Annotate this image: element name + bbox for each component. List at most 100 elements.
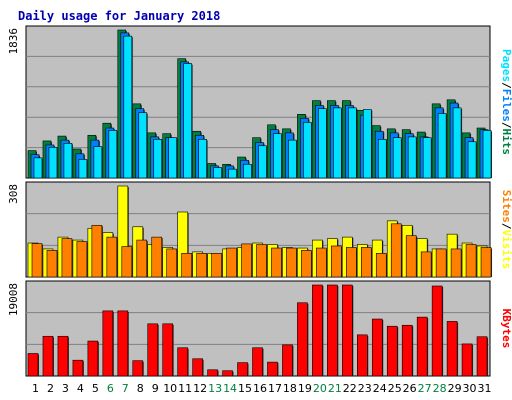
bar-pages-day-23: [362, 109, 372, 179]
day-label-9: 9: [152, 382, 159, 395]
day-label-7: 7: [122, 382, 129, 395]
bar-pages-day-18: [288, 139, 297, 179]
bar-pages-day-17: [273, 133, 282, 179]
bar-kbytes-day-19: [297, 302, 308, 377]
legend-separator: /: [500, 223, 512, 230]
bar-sites-day-30: [465, 244, 477, 278]
bar-kbytes-day-14: [222, 370, 233, 377]
legend-entry-pages: Pages: [500, 49, 512, 82]
bar-sites-day-21: [331, 245, 342, 278]
day-label-8: 8: [137, 382, 144, 395]
bar-sites-day-8: [136, 239, 148, 278]
legend-separator: /: [500, 122, 512, 129]
bar-sites-day-20: [316, 247, 327, 278]
bar-kbytes-day-2: [42, 335, 54, 377]
day-label-17: 17: [268, 382, 282, 395]
day-label-15: 15: [238, 382, 252, 395]
day-label-24: 24: [373, 382, 387, 395]
day-label-23: 23: [358, 382, 372, 395]
day-label-4: 4: [77, 382, 84, 395]
day-label-25: 25: [388, 382, 402, 395]
bar-kbytes-day-26: [401, 324, 413, 377]
bar-sites-day-14: [226, 247, 237, 278]
day-label-31: 31: [478, 382, 492, 395]
bar-pages-day-2: [48, 147, 58, 179]
bar-sites-day-31: [480, 247, 492, 278]
bar-sites-day-16: [256, 244, 267, 278]
bar-sites-day-22: [346, 247, 357, 278]
day-label-26: 26: [403, 382, 417, 395]
bar-pages-day-9: [153, 139, 163, 179]
bar-sites-day-12: [196, 253, 207, 278]
bar-pages-day-19: [303, 122, 312, 179]
bar-kbytes-day-25: [386, 325, 398, 377]
bar-pages-day-16: [258, 145, 267, 179]
bar-pages-day-12: [198, 139, 207, 179]
day-label-29: 29: [448, 382, 462, 395]
day-label-28: 28: [433, 382, 447, 395]
bar-kbytes-day-29: [446, 321, 458, 377]
bar-kbytes-day-21: [327, 284, 338, 377]
y-max-label: 1836: [7, 28, 20, 55]
day-axis: 1 2 3 4 5 6 7 8 9 10 11 12 13 14 15 16 17 18 19 20 21 22 23 24 2…: [32, 382, 492, 395]
bar-pages-day-26: [407, 136, 417, 179]
bar-kbytes-day-28: [431, 285, 443, 377]
bar-sites-day-13: [211, 253, 222, 278]
bar-sites-day-2: [46, 250, 58, 278]
bar-kbytes-day-13: [207, 369, 218, 377]
day-label-6: 6: [107, 382, 114, 395]
bar-sites-day-28: [435, 248, 447, 278]
bar-kbytes-day-6: [102, 310, 114, 377]
day-label-1: 1: [32, 382, 39, 395]
day-label-19: 19: [298, 382, 312, 395]
bar-kbytes-day-5: [87, 340, 99, 377]
bar-sites-day-7: [121, 246, 133, 278]
day-label-20: 20: [313, 382, 327, 395]
day-label-27: 27: [418, 382, 432, 395]
bar-sites-day-9: [151, 236, 163, 278]
bar-sites-day-11: [181, 253, 192, 278]
bar-pages-day-13: [213, 167, 222, 179]
day-label-16: 16: [253, 382, 267, 395]
bar-pages-day-10: [168, 137, 178, 179]
bar-pages-day-14: [228, 168, 237, 179]
bar-pages-day-8: [138, 112, 148, 179]
legend-visits-sites: Sites/Visits: [500, 190, 512, 270]
bar-sites-day-23: [360, 247, 372, 278]
day-label-11: 11: [178, 382, 192, 395]
bar-kbytes-day-24: [371, 318, 383, 377]
bar-sites-day-18: [286, 247, 297, 278]
bar-sites-day-5: [91, 224, 103, 278]
day-label-14: 14: [223, 382, 237, 395]
bar-kbytes-day-23: [356, 334, 368, 377]
day-label-22: 22: [343, 382, 357, 395]
bar-pages-day-25: [392, 137, 402, 179]
legend-entry-visits: Visits: [500, 230, 512, 270]
bar-kbytes-day-3: [57, 335, 69, 377]
bar-kbytes-day-22: [342, 284, 353, 377]
bar-kbytes-day-10: [162, 323, 174, 377]
bar-pages-day-29: [452, 107, 462, 179]
legend-kbytes: KBytes: [500, 309, 512, 349]
day-label-30: 30: [463, 382, 477, 395]
bar-sites-day-17: [271, 247, 282, 278]
day-label-12: 12: [193, 382, 207, 395]
bar-sites-day-26: [405, 235, 417, 278]
bar-sites-day-25: [390, 223, 402, 278]
panel-visits-sites: 308 Sites/Visits: [7, 181, 512, 278]
bar-pages-day-15: [243, 163, 252, 179]
bar-pages-day-31: [482, 130, 492, 179]
bar-kbytes-day-9: [147, 323, 159, 377]
bar-sites-day-15: [241, 243, 252, 278]
bar-sites-day-4: [76, 241, 88, 278]
panel-kbytes: 19008 KBytes: [7, 280, 512, 377]
day-label-5: 5: [92, 382, 99, 395]
y-max-label: 19008: [7, 283, 20, 316]
bar-sites-day-3: [61, 238, 73, 278]
bar-kbytes-day-20: [312, 284, 323, 377]
bar-pages-day-1: [33, 157, 43, 179]
